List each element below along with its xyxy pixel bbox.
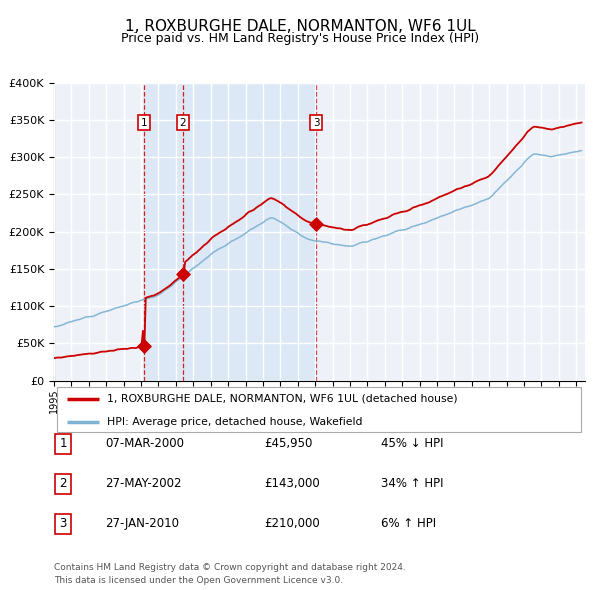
Text: 45% ↓ HPI: 45% ↓ HPI <box>381 437 443 450</box>
FancyBboxPatch shape <box>56 387 581 432</box>
Text: £143,000: £143,000 <box>264 477 320 490</box>
Text: 27-MAY-2002: 27-MAY-2002 <box>105 477 182 490</box>
Text: 2: 2 <box>59 477 67 490</box>
Text: 27-JAN-2010: 27-JAN-2010 <box>105 517 179 530</box>
Point <box>311 219 321 229</box>
FancyBboxPatch shape <box>55 434 71 454</box>
Text: 34% ↑ HPI: 34% ↑ HPI <box>381 477 443 490</box>
FancyBboxPatch shape <box>55 514 71 534</box>
Text: £210,000: £210,000 <box>264 517 320 530</box>
Text: Contains HM Land Registry data © Crown copyright and database right 2024.
This d: Contains HM Land Registry data © Crown c… <box>54 563 406 585</box>
Text: £45,950: £45,950 <box>264 437 313 450</box>
Text: 1: 1 <box>59 437 67 450</box>
Point <box>178 269 188 278</box>
Text: 1, ROXBURGHE DALE, NORMANTON, WF6 1UL (detached house): 1, ROXBURGHE DALE, NORMANTON, WF6 1UL (d… <box>107 394 458 404</box>
Text: 07-MAR-2000: 07-MAR-2000 <box>105 437 184 450</box>
Text: 6% ↑ HPI: 6% ↑ HPI <box>381 517 436 530</box>
Point <box>139 342 149 351</box>
Text: 3: 3 <box>59 517 67 530</box>
Text: 1: 1 <box>141 118 148 128</box>
Bar <box>183 83 316 381</box>
Text: 3: 3 <box>313 118 320 128</box>
Text: HPI: Average price, detached house, Wakefield: HPI: Average price, detached house, Wake… <box>107 417 362 427</box>
Bar <box>144 83 183 381</box>
FancyBboxPatch shape <box>55 474 71 494</box>
Text: 2: 2 <box>179 118 186 128</box>
Text: 1, ROXBURGHE DALE, NORMANTON, WF6 1UL: 1, ROXBURGHE DALE, NORMANTON, WF6 1UL <box>125 19 475 34</box>
Text: Price paid vs. HM Land Registry's House Price Index (HPI): Price paid vs. HM Land Registry's House … <box>121 32 479 45</box>
